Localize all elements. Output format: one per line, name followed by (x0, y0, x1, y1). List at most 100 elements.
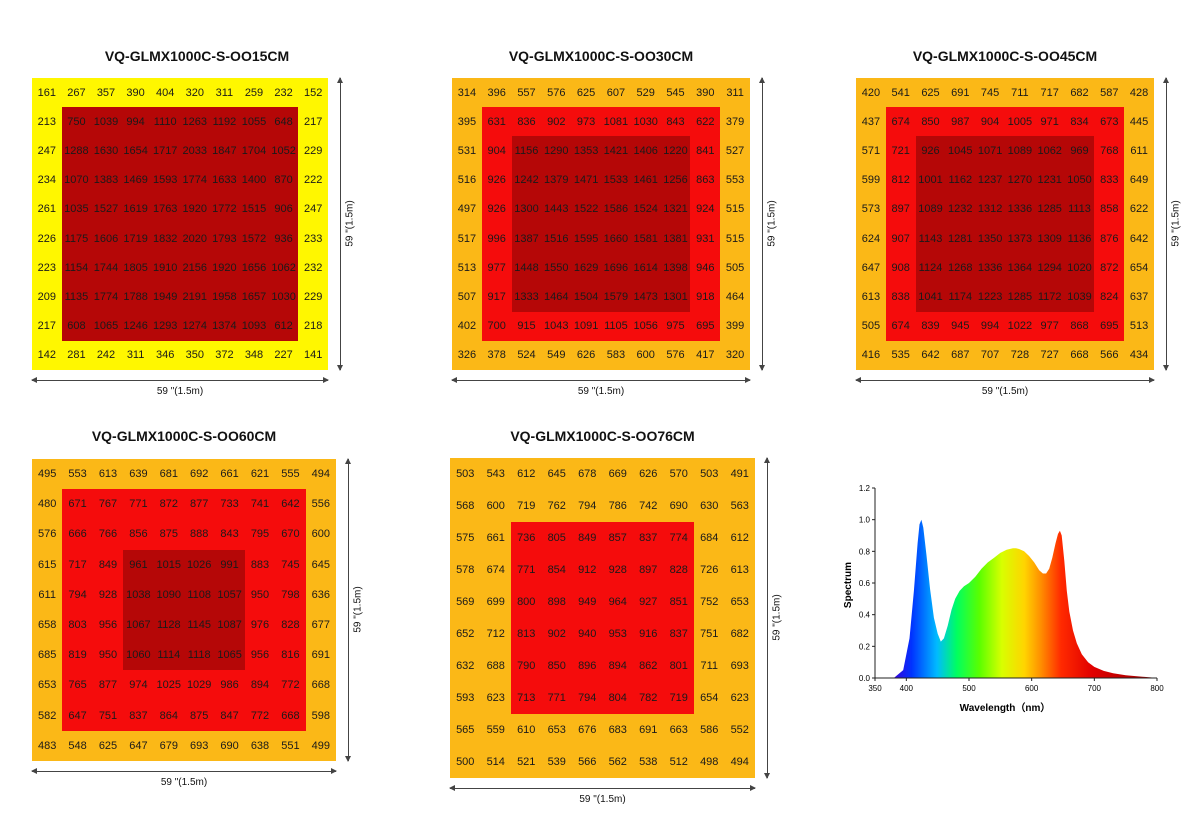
heatmap-cell: 1373 (1004, 224, 1035, 254)
heatmap-cell: 569 (450, 586, 481, 618)
heatmap-cell: 637 (1124, 282, 1154, 312)
heatmap-cell: 1290 (541, 136, 572, 166)
heatmap-cell: 390 (690, 78, 721, 108)
heatmap-cell: 213 (32, 107, 62, 137)
heatmap-cell: 897 (885, 194, 916, 224)
heatmap-grid: 314 396 557 576 625 607 529 545 390 311 395 631 836 9… (452, 78, 750, 370)
heatmap-cell: 1774 (91, 282, 121, 312)
heatmap-grid: 420 541 625 691 745 711 717 682 587 428 437 674 850 9… (856, 78, 1154, 370)
heatmap-cell: 683 (602, 714, 633, 746)
heatmap-cell: 516 (452, 165, 482, 195)
heatmap-cell: 1309 (1034, 224, 1065, 254)
heatmap-cell: 843 (214, 519, 245, 550)
heatmap-cell: 630 (694, 490, 725, 522)
heatmap-cell: 612 (268, 311, 299, 341)
heatmap-cell: 607 (600, 78, 631, 108)
heatmap-cell: 1920 (180, 194, 210, 224)
heatmap-cell: 1285 (1004, 282, 1035, 312)
arrow-right-icon (750, 785, 756, 791)
heatmap-cell: 621 (244, 459, 276, 490)
heatmap-cell: 1162 (945, 165, 976, 195)
heatmap-cell: 1614 (630, 253, 661, 283)
heatmap-cell: 847 (214, 700, 245, 731)
heatmap-cell: 875 (183, 700, 215, 731)
heatmap-cell: 858 (1094, 194, 1125, 224)
heatmap-cell: 610 (511, 714, 542, 746)
heatmap-cell: 247 (298, 194, 328, 224)
heatmap-cell: 969 (1064, 136, 1095, 166)
heatmap-cell: 623 (724, 682, 755, 714)
heatmap-cell: 570 (663, 458, 694, 490)
heatmap-cell: 762 (541, 490, 572, 522)
heatmap-cell: 598 (305, 700, 336, 731)
heatmap-cell: 1143 (915, 224, 946, 254)
heatmap-cell: 1379 (541, 165, 572, 195)
heatmap-cell: 611 (1124, 136, 1154, 166)
heatmap-cell: 548 (62, 730, 93, 761)
heatmap-cell: 857 (602, 522, 633, 554)
heatmap-cell: 379 (720, 107, 750, 137)
heatmap-cell: 1353 (571, 136, 601, 166)
heatmap-cell: 576 (32, 519, 63, 550)
heatmap-panel: VQ-GLMX1000C-S-OO15CM 161 267 357 390 404 320… (31, 40, 362, 400)
heatmap-cell: 1256 (660, 165, 691, 195)
heatmap-cell: 648 (268, 107, 299, 137)
heatmap-cell: 1285 (1034, 194, 1065, 224)
height-dimension-line (1166, 78, 1167, 370)
heatmap-cell: 1015 (153, 549, 184, 580)
heatmap-cell: 1788 (120, 282, 151, 312)
heatmap-cell: 1145 (183, 610, 215, 641)
heatmap-cell: 311 (120, 340, 151, 370)
heatmap-cell: 514 (480, 746, 511, 778)
heatmap-cell: 267 (61, 78, 92, 108)
heatmap-cell: 824 (1094, 282, 1125, 312)
heatmap-cell: 647 (856, 253, 886, 283)
heatmap-cell: 615 (32, 549, 63, 580)
heatmap-cell: 437 (856, 107, 886, 137)
heatmap-cell: 805 (541, 522, 572, 554)
heatmap-cell: 626 (571, 340, 601, 370)
x-tick-label: 400 (900, 684, 914, 693)
heatmap-cell: 682 (1064, 78, 1095, 108)
heatmap-cell: 668 (1064, 340, 1095, 370)
heatmap-cell: 1175 (61, 224, 92, 254)
x-tick-label: 500 (962, 684, 976, 693)
heatmap-cell: 1035 (61, 194, 92, 224)
heatmap-cell: 945 (945, 311, 976, 341)
heatmap-cell: 232 (268, 78, 299, 108)
heatmap-cell: 645 (305, 549, 336, 580)
heatmap-cell: 498 (694, 746, 725, 778)
spectrum-chart: 350 400 500 600 700 8000.00.20.40.60.81.01.2 … (843, 484, 1164, 714)
width-dimension-label: 59 "(1.5m) (160, 777, 208, 788)
heatmap-cell: 531 (452, 136, 482, 166)
heatmap-cell: 217 (298, 107, 328, 137)
heatmap-cell: 684 (694, 522, 725, 554)
heatmap-cell: 649 (1124, 165, 1154, 195)
heatmap-cell: 896 (572, 650, 603, 682)
heatmap-cell: 1030 (268, 282, 299, 312)
heatmap-cell: 902 (541, 107, 572, 137)
heatmap-cell: 539 (541, 746, 572, 778)
heatmap-grid: 495 553 613 639 681 692 661 621 555 494 480 671 767 7… (32, 459, 336, 761)
heatmap-cell: 1293 (150, 311, 180, 341)
heatmap-cell: 1515 (239, 194, 269, 224)
heatmap-cell: 733 (214, 489, 245, 520)
heatmap-cell: 1533 (600, 165, 631, 195)
heatmap-cell: 1060 (123, 640, 154, 671)
heatmap-cell: 1294 (1034, 253, 1065, 283)
heatmap-cell: 834 (1064, 107, 1095, 137)
heatmap-cell: 800 (511, 586, 542, 618)
heatmap-cell: 1050 (1064, 165, 1095, 195)
heatmap-cell: 1065 (214, 640, 245, 671)
heatmap-cell: 888 (183, 519, 215, 550)
heatmap-cell: 849 (92, 549, 124, 580)
heatmap-cell: 1527 (91, 194, 121, 224)
heatmap-cell: 626 (633, 458, 664, 490)
heatmap-cell: 320 (180, 78, 210, 108)
heatmap-cell: 949 (572, 586, 603, 618)
heatmap-cell: 494 (724, 746, 755, 778)
spectrum-xlabel: Wavelength（nm） (960, 701, 1051, 714)
heatmap-cell: 636 (305, 579, 336, 610)
heatmap-cell: 916 (633, 618, 664, 650)
heatmap-cell: 666 (62, 519, 93, 550)
